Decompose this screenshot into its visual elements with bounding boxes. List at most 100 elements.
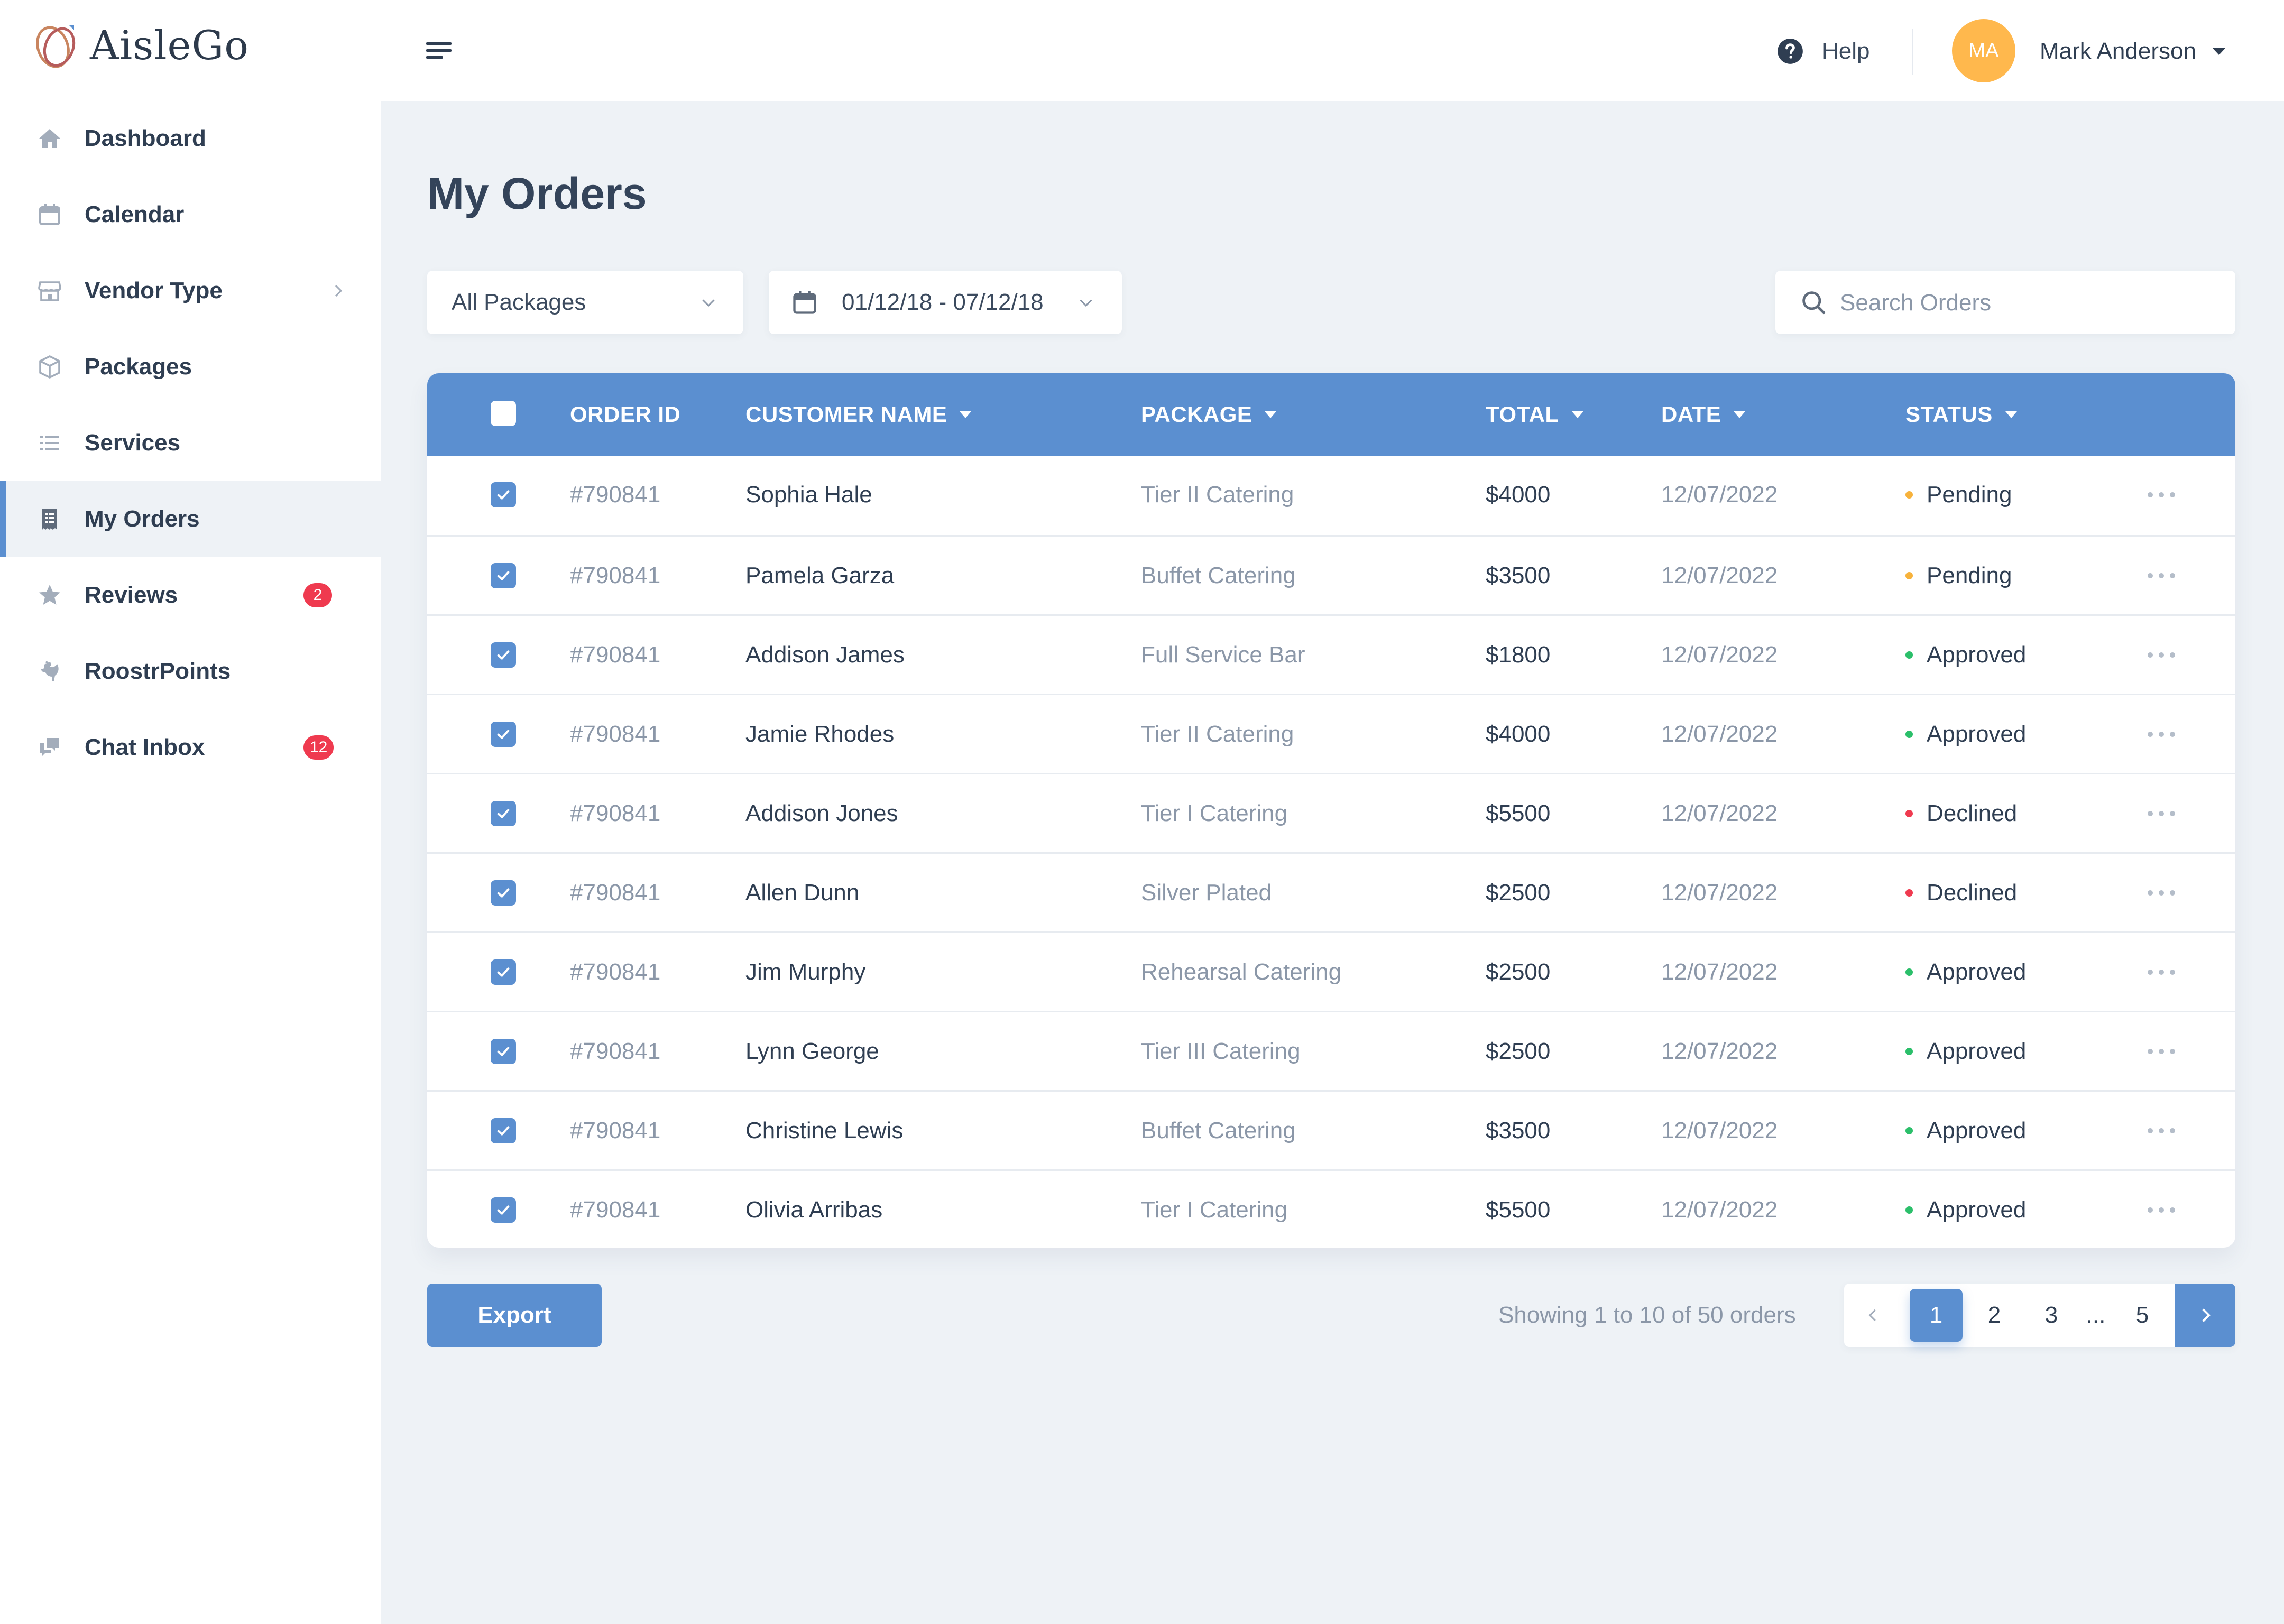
- table-row[interactable]: #790841 Olivia Arribas Tier I Catering $550…: [427, 1169, 2235, 1248]
- sidebar-item-label: Dashboard: [85, 125, 206, 151]
- row-checkbox[interactable]: [491, 880, 516, 906]
- customer-name: Olivia Arribas: [745, 1196, 883, 1223]
- user-name[interactable]: Mark Anderson: [2040, 38, 2196, 64]
- row-checkbox[interactable]: [491, 801, 516, 826]
- order-id[interactable]: #790841: [570, 641, 661, 668]
- row-actions-button[interactable]: [2140, 1012, 2182, 1090]
- row-checkbox[interactable]: [491, 482, 516, 508]
- order-total: $2500: [1486, 1038, 1551, 1064]
- column-total[interactable]: TOTAL: [1486, 373, 1583, 456]
- page-1-button[interactable]: 1: [1910, 1289, 1963, 1342]
- row-checkbox[interactable]: [491, 959, 516, 985]
- row-checkbox[interactable]: [491, 642, 516, 668]
- table-row[interactable]: #790841 Jamie Rhodes Tier II Catering $4000…: [427, 694, 2235, 773]
- table-row[interactable]: #790841 Jim Murphy Rehearsal Catering $2500…: [427, 931, 2235, 1011]
- reviews-count-badge: 2: [303, 583, 332, 607]
- status-dot-icon: [1905, 571, 1913, 579]
- column-status[interactable]: STATUS: [1905, 373, 2017, 456]
- status-label: Pending: [1927, 562, 2012, 588]
- row-actions-button[interactable]: [2140, 456, 2182, 533]
- status-dot-icon: [1905, 1047, 1913, 1055]
- customer-name: Lynn George: [745, 1038, 879, 1064]
- page-3-button[interactable]: 3: [2044, 1302, 2058, 1328]
- row-checkbox[interactable]: [491, 722, 516, 747]
- status-badge: Approved: [1905, 933, 2026, 1011]
- status-dot-icon: [1905, 651, 1913, 659]
- row-actions-button[interactable]: [2140, 774, 2182, 852]
- package-filter-dropdown[interactable]: All Packages: [427, 271, 743, 334]
- row-actions-button[interactable]: [2140, 854, 2182, 931]
- row-actions-button[interactable]: [2140, 616, 2182, 694]
- search-input[interactable]: [1839, 271, 2211, 335]
- sidebar-item-roostrpoints[interactable]: RoostrPoints: [0, 633, 381, 709]
- orders-table: ORDER ID CUSTOMER NAME PACKAGE TOTAL DAT…: [427, 373, 2235, 1248]
- export-button[interactable]: Export: [427, 1284, 602, 1347]
- row-actions-button[interactable]: [2140, 933, 2182, 1011]
- sidebar-item-calendar[interactable]: Calendar: [0, 177, 381, 253]
- column-date[interactable]: DATE: [1661, 373, 1746, 456]
- menu-toggle-icon[interactable]: [426, 40, 454, 61]
- prev-page-button[interactable]: [1844, 1284, 1902, 1347]
- row-checkbox[interactable]: [491, 1197, 516, 1223]
- column-package[interactable]: PACKAGE: [1141, 373, 1277, 456]
- avatar[interactable]: MA: [1952, 19, 2015, 82]
- row-actions-button[interactable]: [2140, 1171, 2182, 1248]
- order-id[interactable]: #790841: [570, 481, 661, 508]
- row-checkbox[interactable]: [491, 1039, 516, 1064]
- page-2-button[interactable]: 2: [1987, 1302, 2001, 1328]
- sidebar-item-reviews[interactable]: Reviews 2: [0, 557, 381, 633]
- row-actions-button[interactable]: [2140, 537, 2182, 614]
- table-header: ORDER ID CUSTOMER NAME PACKAGE TOTAL DAT…: [427, 373, 2235, 456]
- row-actions-button[interactable]: [2140, 695, 2182, 773]
- package-name: Tier III Catering: [1141, 1038, 1301, 1064]
- column-order-id[interactable]: ORDER ID: [570, 373, 680, 456]
- chevron-right-icon: [2202, 1308, 2211, 1322]
- order-id[interactable]: #790841: [570, 1038, 661, 1064]
- table-row[interactable]: #790841 Allen Dunn Silver Plated $2500 12/07…: [427, 852, 2235, 931]
- help-link[interactable]: Help: [1776, 33, 1870, 70]
- date-range-picker[interactable]: 01/12/18 - 07/12/18: [769, 271, 1122, 334]
- sidebar-item-packages[interactable]: Packages: [0, 329, 381, 405]
- order-id[interactable]: #790841: [570, 958, 661, 985]
- order-id[interactable]: #790841: [570, 1196, 661, 1223]
- order-id[interactable]: #790841: [570, 879, 661, 906]
- row-actions-button[interactable]: [2140, 1092, 2182, 1169]
- status-badge: Pending: [1905, 537, 2012, 614]
- order-id[interactable]: #790841: [570, 1117, 661, 1143]
- sidebar-item-vendor-type[interactable]: Vendor Type: [0, 253, 381, 329]
- row-checkbox[interactable]: [491, 563, 516, 588]
- app-logo[interactable]: AisleGo: [30, 16, 249, 74]
- order-id[interactable]: #790841: [570, 562, 661, 588]
- customer-name: Christine Lewis: [745, 1117, 904, 1143]
- table-row[interactable]: #790841 Christine Lewis Buffet Catering $35…: [427, 1090, 2235, 1169]
- customer-name: Addison James: [745, 641, 905, 668]
- order-total: $2500: [1486, 879, 1551, 906]
- table-row[interactable]: #790841 Pamela Garza Buffet Catering $3500 1…: [427, 535, 2235, 614]
- order-total: $3500: [1486, 562, 1551, 588]
- table-row[interactable]: #790841 Addison Jones Tier I Catering $5500…: [427, 773, 2235, 852]
- sidebar-item-label: Vendor Type: [85, 278, 223, 303]
- caret-down-icon[interactable]: [2212, 48, 2226, 59]
- package-name: Buffet Catering: [1141, 1117, 1296, 1143]
- sidebar-item-my-orders[interactable]: My Orders: [0, 481, 381, 557]
- table-row[interactable]: #790841 Sophia Hale Tier II Catering $4000 1…: [427, 456, 2235, 535]
- select-all-checkbox[interactable]: [491, 401, 516, 426]
- status-badge: Approved: [1905, 695, 2026, 773]
- box-icon: [35, 352, 65, 382]
- order-id[interactable]: #790841: [570, 800, 661, 826]
- page-5-button[interactable]: 5: [2135, 1302, 2149, 1328]
- sidebar-item-chat-inbox[interactable]: Chat Inbox 12: [0, 709, 381, 786]
- chevron-down-icon: [1076, 293, 1095, 315]
- search-icon: [1800, 289, 1827, 319]
- status-dot-icon: [1905, 491, 1913, 499]
- table-row[interactable]: #790841 Addison James Full Service Bar $180…: [427, 614, 2235, 694]
- sidebar-item-dashboard[interactable]: Dashboard: [0, 100, 381, 177]
- order-id[interactable]: #790841: [570, 721, 661, 747]
- status-label: Approved: [1927, 1117, 2027, 1143]
- search-box[interactable]: [1775, 271, 2235, 335]
- row-checkbox[interactable]: [491, 1118, 516, 1143]
- sidebar-item-services[interactable]: Services: [0, 405, 381, 481]
- next-page-button[interactable]: [2175, 1284, 2235, 1347]
- column-customer-name[interactable]: CUSTOMER NAME: [745, 373, 972, 456]
- table-row[interactable]: #790841 Lynn George Tier III Catering $2500…: [427, 1011, 2235, 1090]
